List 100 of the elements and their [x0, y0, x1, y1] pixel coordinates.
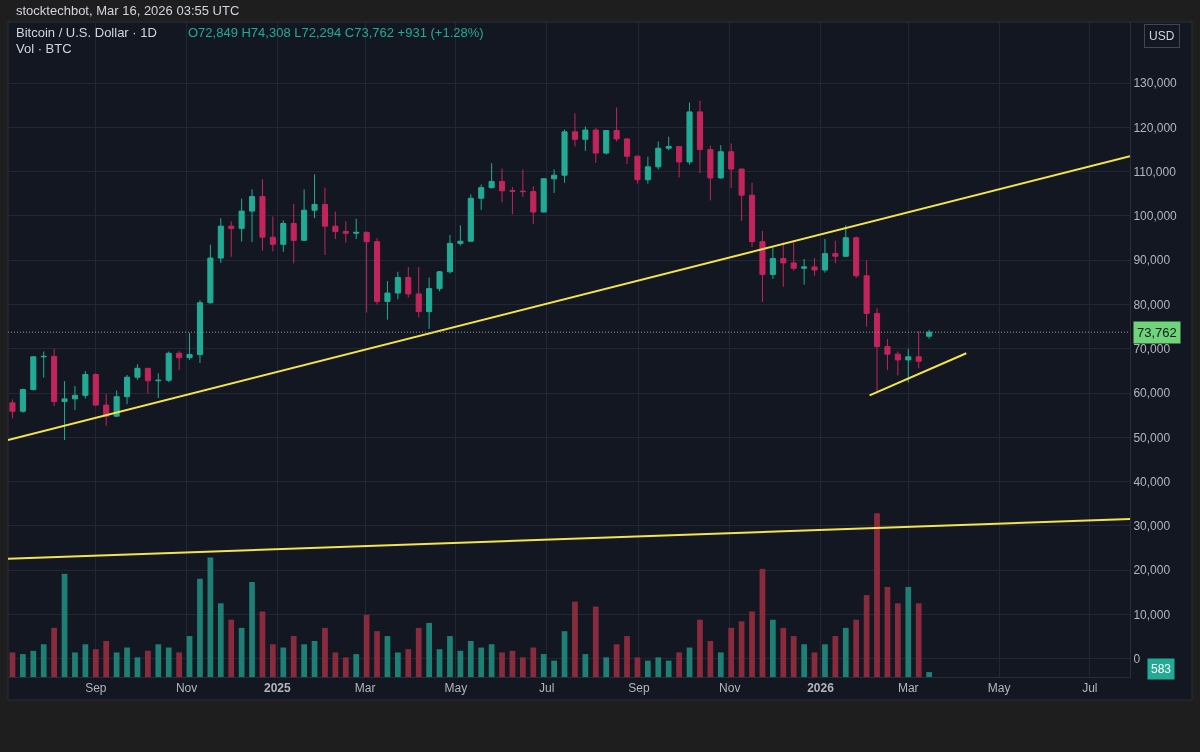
candlestick: [92, 372, 99, 407]
text: 583: [1151, 662, 1172, 676]
y-tick-label: 80,000: [1133, 297, 1171, 312]
candlestick: [519, 168, 526, 198]
candlestick: [61, 380, 68, 441]
candlestick: [894, 350, 901, 376]
candlestick: [363, 230, 370, 314]
bar: [780, 627, 787, 677]
text: stocktechbot, Mar 16, 2026 03:55 UTC: [16, 3, 240, 18]
bar: [478, 647, 485, 677]
candlestick: [561, 129, 568, 184]
candlestick: [144, 367, 151, 395]
candlestick: [623, 137, 631, 165]
candlestick: [311, 173, 318, 219]
x-tick-label: Mar: [897, 681, 919, 696]
y-tick-label: 60,000: [1133, 386, 1171, 401]
annotation: O72,849 H74,308 L72,294 C73,762 +931 (+1.28%): [188, 25, 484, 40]
y-tick-label: 30,000: [1133, 519, 1171, 534]
bar: [467, 640, 474, 677]
bar: [197, 578, 203, 677]
bar: [655, 657, 662, 677]
bar: [926, 672, 932, 677]
bar: [624, 636, 630, 677]
x-tick-label: Jul: [539, 681, 555, 696]
bar: [874, 513, 880, 677]
y-tick-label: 130,000: [1133, 76, 1178, 91]
candlestick: [780, 242, 787, 288]
candlestick: [738, 168, 745, 222]
bar: [342, 657, 349, 677]
bar: [124, 647, 130, 677]
candlestick: [728, 142, 735, 189]
candlestick: [676, 145, 683, 178]
bar: [155, 644, 162, 677]
candlestick: [905, 348, 912, 383]
candlestick: [488, 162, 495, 190]
candlestick: [634, 155, 641, 185]
bar: [499, 652, 505, 677]
bar: [415, 627, 422, 677]
bar: [249, 582, 255, 677]
bar: [645, 660, 651, 677]
candlestick: [884, 338, 891, 371]
bar: [842, 627, 849, 677]
candlestick: [655, 141, 662, 170]
y-tick-label: 20,000: [1133, 563, 1171, 578]
bar: [572, 601, 578, 677]
y-tick-label: 40,000: [1133, 474, 1171, 489]
y-tick-label: 120,000: [1133, 120, 1178, 135]
x-tick-label: Sep: [628, 681, 650, 696]
candlestick: [790, 239, 797, 272]
candlestick: [665, 136, 672, 151]
y-tick-label: 0: [1133, 652, 1141, 667]
candlestick: [540, 177, 547, 213]
candlestick: [332, 211, 339, 240]
bar: [697, 619, 703, 677]
bar: [165, 647, 172, 677]
candlestick: [467, 193, 474, 243]
candlestick: [769, 246, 776, 280]
bar: [176, 652, 182, 677]
bar: [103, 640, 110, 677]
bar: [322, 627, 328, 677]
bar: [447, 636, 453, 677]
candlestick: [759, 230, 766, 303]
candlestick: [259, 178, 266, 252]
candlestick: [176, 350, 183, 371]
candlestick: [71, 385, 79, 411]
bar: [353, 654, 360, 677]
bar: [540, 654, 547, 677]
candlestick: [498, 168, 506, 203]
candlestick: [186, 332, 193, 361]
bar: [280, 647, 287, 677]
bar: [770, 619, 776, 677]
bar: [51, 627, 57, 677]
candlestick: [873, 307, 881, 394]
candlestick: [842, 224, 849, 258]
candlestick: [321, 187, 329, 256]
bar: [20, 654, 26, 677]
y-tick-label: 100,000: [1133, 209, 1178, 224]
candlestick: [30, 355, 37, 391]
candlestick: [686, 102, 693, 166]
bar: [905, 586, 912, 677]
text: USD: [1149, 29, 1175, 43]
x-tick-label: Nov: [719, 681, 741, 696]
x-tick-label: 2026: [807, 681, 835, 696]
candlestick: [426, 277, 433, 330]
y-tick-label: 90,000: [1133, 253, 1171, 268]
bar: [228, 619, 235, 677]
bar: [72, 652, 78, 677]
candlestick: [801, 258, 808, 286]
bar: [717, 652, 724, 677]
candlestick: [405, 266, 412, 298]
candlestick: [353, 218, 360, 240]
bar: [217, 603, 224, 677]
bar: [374, 631, 380, 677]
candlestick: [571, 112, 578, 147]
candlestick: [478, 184, 485, 211]
candlestick: [301, 188, 308, 242]
bar: [895, 603, 901, 677]
bar: [749, 611, 755, 677]
candlestick: [530, 185, 537, 225]
candlestick: [707, 145, 714, 201]
